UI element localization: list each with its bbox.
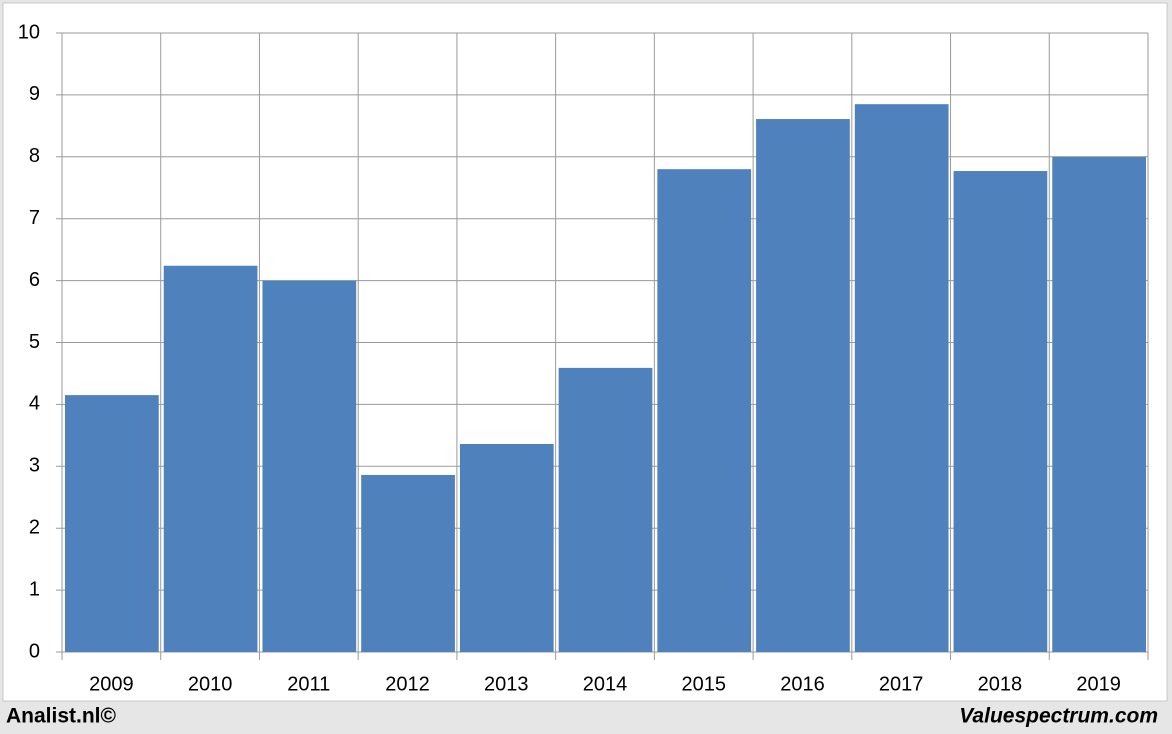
x-tick-label: 2010 [188, 673, 233, 695]
source-text: Analist.nl© [6, 705, 117, 728]
x-tick-label: 2011 [287, 673, 330, 695]
x-tick-label: 2017 [879, 673, 924, 695]
x-tick-label: 2016 [780, 673, 825, 695]
y-tick-label: 9 [29, 83, 40, 105]
x-tick-label: 2019 [1076, 673, 1121, 695]
y-tick-label: 0 [29, 640, 40, 662]
y-tick-label: 6 [29, 269, 40, 291]
x-tick-label: 2012 [385, 673, 430, 695]
y-tick-label: 2 [29, 516, 40, 538]
credit-text: Valuespectrum.com [959, 705, 1158, 728]
bar [163, 265, 258, 652]
bar [1052, 156, 1146, 653]
bar [65, 395, 159, 652]
bar [953, 171, 1048, 653]
y-tick-label: 7 [29, 207, 40, 229]
bar [459, 444, 554, 652]
x-tick-label: 2014 [583, 673, 628, 695]
bar [657, 169, 752, 652]
x-tick-label: 2018 [978, 673, 1023, 695]
bar [361, 474, 455, 652]
x-tick-label: 2009 [89, 673, 134, 695]
y-tick-label: 5 [29, 331, 40, 353]
x-tick-label: 2015 [681, 673, 726, 695]
x-tick-label: 2013 [484, 673, 529, 695]
y-tick-label: 1 [29, 578, 40, 600]
y-tick-label: 4 [29, 393, 40, 415]
bar [558, 367, 653, 652]
y-tick-label: 8 [29, 145, 40, 167]
bar [756, 119, 850, 652]
bar [854, 104, 949, 652]
y-tick-label: 3 [29, 455, 40, 477]
bar [262, 280, 357, 652]
y-tick-label: 10 [18, 21, 40, 43]
